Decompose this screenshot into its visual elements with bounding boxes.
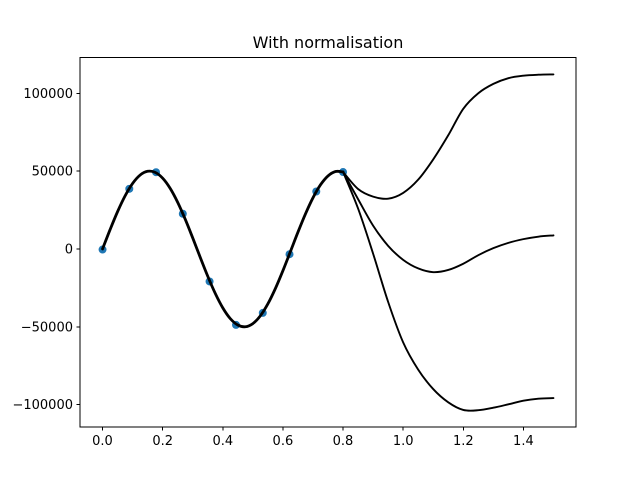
y-tick-label: 50000 — [32, 165, 73, 180]
curve-fitted-curve-common — [101, 169, 345, 329]
x-tick-label: 1.4 — [513, 434, 534, 449]
x-tick-label: 0.4 — [212, 434, 233, 449]
curve-extrapolation-lower — [342, 170, 555, 412]
x-tick-label: 0.2 — [152, 434, 173, 449]
x-tick-label: 1.2 — [453, 434, 474, 449]
curve-extrapolation-upper — [342, 73, 555, 200]
axes-spines — [79, 57, 577, 428]
y-tick-label: −50000 — [21, 320, 73, 335]
x-tick-label: 1.0 — [393, 434, 414, 449]
x-tick-label: 0.8 — [333, 434, 354, 449]
y-tick-label: −100000 — [12, 398, 73, 413]
curve-extrapolation-middle — [342, 170, 555, 274]
y-tick-label: 100000 — [23, 87, 73, 102]
x-tick-label: 0.6 — [273, 434, 294, 449]
y-tick-label: 0 — [65, 242, 73, 257]
chart-title: With normalisation — [252, 33, 404, 52]
x-tick-label: 0.0 — [92, 434, 113, 449]
